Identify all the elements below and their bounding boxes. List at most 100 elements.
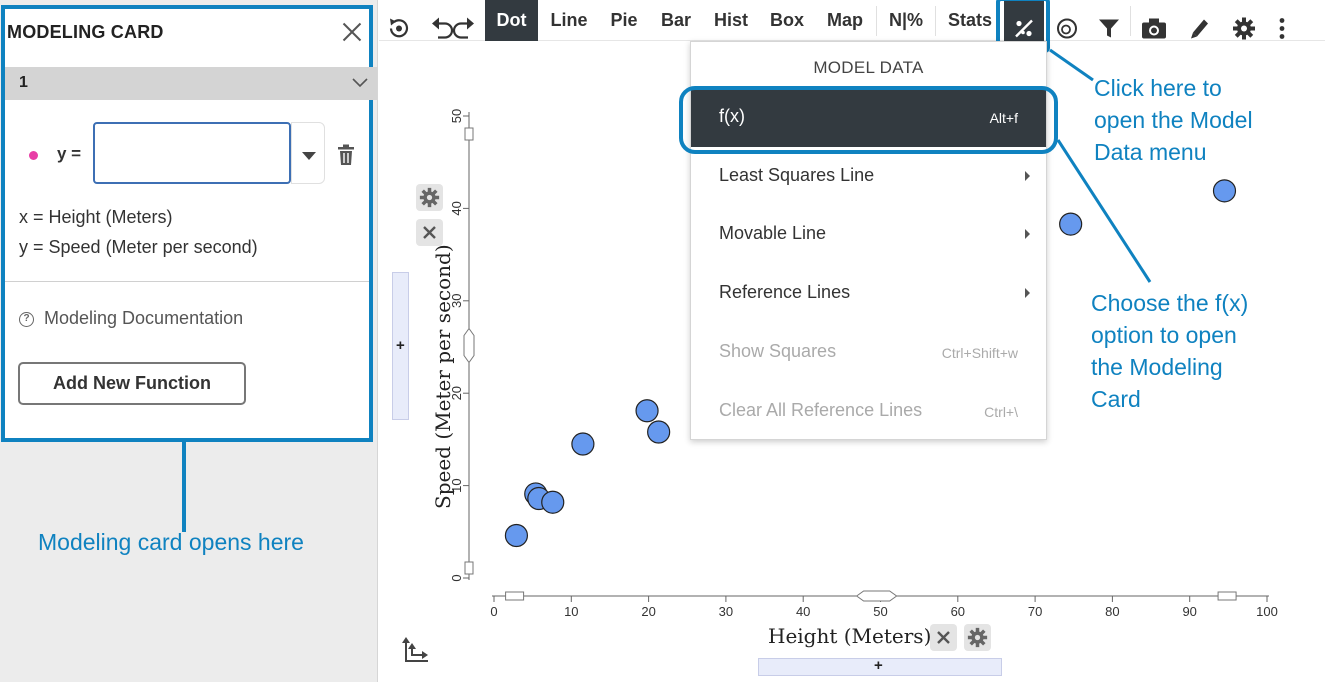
y-min-handle (464, 561, 474, 575)
camera-icon[interactable] (1141, 8, 1167, 49)
x-axis-add-attribute[interactable]: + (758, 657, 1002, 676)
menu-item-shortcut: Ctrl+Shift+w (941, 345, 1018, 361)
tab-box[interactable]: Box (769, 10, 804, 30)
trash-icon[interactable] (335, 143, 357, 167)
menu-item-label: Movable Line (719, 223, 827, 243)
gear-icon (967, 627, 988, 648)
y-tick-label: 0 (449, 574, 464, 581)
x-tick-label: 50 (873, 604, 887, 619)
undo-icon[interactable] (430, 7, 456, 48)
y-equals-label: y = (57, 144, 82, 163)
graph-area[interactable]: 0 10 20 30 40 50 0 10 20 30 40 50 60 70 80 90 100 (379, 42, 1325, 682)
swap-axes-icon[interactable] (400, 635, 432, 667)
tab-hist[interactable]: Hist (713, 10, 748, 30)
menu-item-movable-line[interactable]: Movable Line (691, 206, 1046, 264)
tab-map[interactable]: Map (827, 10, 863, 30)
card-title: MODELING CARD (7, 22, 164, 42)
menu-item-label: Least Squares Line (719, 165, 875, 185)
rings-icon[interactable] (1055, 8, 1079, 49)
y-tick-label: 30 (449, 294, 464, 308)
model-callout-line-1: Click here to (1094, 75, 1222, 101)
tab-dot[interactable]: Dot (485, 0, 538, 41)
model-data-button[interactable] (1004, 0, 1044, 41)
pen-icon[interactable] (1187, 8, 1211, 49)
more-icon[interactable] (1272, 8, 1292, 49)
redo-icon[interactable] (450, 7, 476, 48)
menu-item-show-squares: Show Squares Ctrl+Shift+w (691, 324, 1046, 382)
fx-callout-line-3: the Modeling (1091, 354, 1223, 380)
x-min-handle (505, 591, 525, 601)
model-data-icon[interactable] (1012, 8, 1036, 49)
data-point (504, 523, 529, 548)
menu-item-label: Reference Lines (719, 282, 851, 302)
plus-icon: + (874, 657, 883, 674)
y-axis-remove-button[interactable] (416, 219, 443, 246)
menu-title: MODEL DATA (813, 58, 924, 77)
fx-callout-line-1: Choose the f(x) (1091, 290, 1249, 316)
tab-line[interactable]: Line (550, 10, 588, 30)
reset-icon[interactable] (386, 8, 412, 49)
x-axis-settings-button[interactable] (964, 624, 991, 651)
menu-item-shortcut: Ctrl+\ (984, 404, 1018, 420)
close-icon (423, 226, 436, 239)
x-tick-label: 80 (1105, 604, 1119, 619)
function-dropdown-button[interactable] (291, 122, 325, 184)
card-header: MODELING CARD (5, 9, 369, 63)
menu-item-reference-lines[interactable]: Reference Lines (691, 265, 1046, 323)
menu-item-label: Show Squares (719, 341, 837, 361)
x-tick-label: 0 (490, 604, 497, 619)
data-points (504, 179, 1237, 548)
modeling-card: MODELING CARD 1 y = (1, 5, 377, 442)
menu-item-clear-reference-lines: Clear All Reference Lines Ctrl+\ (691, 383, 1046, 441)
model-callout-line-2: open the Model (1094, 107, 1253, 133)
y-max-handle (464, 127, 474, 141)
chevron-down-icon[interactable] (351, 73, 369, 91)
gear-icon[interactable] (1232, 8, 1256, 49)
fx-callout-line-2: option to open (1091, 322, 1237, 348)
fx-highlight (679, 86, 1058, 154)
y-axis-settings-button[interactable] (416, 184, 443, 211)
x-variable-label: x = Height (Meters) (19, 207, 173, 227)
model-data-menu: MODEL DATA f(x) Alt+f Least Squares Line… (690, 41, 1047, 440)
submenu-arrow-icon (1025, 229, 1030, 239)
y-axis-add-attribute[interactable]: + (392, 272, 409, 420)
tab-stats[interactable]: Stats (947, 10, 992, 30)
toolbar-separator (935, 6, 936, 36)
x-tick-label: 60 (951, 604, 965, 619)
x-axis-remove-button[interactable] (930, 624, 957, 651)
function-section-header[interactable]: 1 (5, 67, 377, 100)
submenu-arrow-icon (1025, 288, 1030, 298)
x-tick-label: 90 (1182, 604, 1196, 619)
menu-item-least-squares-line[interactable]: Least Squares Line (691, 148, 1046, 206)
menu-item-shortcut: Alt+f (989, 110, 1018, 126)
data-point (1059, 212, 1083, 236)
doc-link-label: Modeling Documentation (44, 308, 244, 328)
data-point (635, 399, 659, 423)
x-tick-label: 70 (1028, 604, 1042, 619)
y-tick-label: 10 (449, 478, 464, 492)
x-axis-title[interactable]: Height (Meters) (768, 624, 932, 648)
add-new-function-button[interactable]: Add New Function (18, 362, 246, 405)
filter-icon[interactable] (1097, 8, 1121, 49)
y-tick-label: 40 (449, 201, 464, 215)
card-callout-line (182, 442, 186, 532)
function-row: y = (5, 119, 369, 185)
data-point (571, 432, 595, 456)
data-point (541, 490, 565, 514)
menu-item-fx[interactable]: f(x) Alt+f (691, 89, 1046, 147)
x-tick-label: 100 (1256, 604, 1278, 619)
tab-bar[interactable]: Bar (660, 10, 691, 30)
section-label: 1 (19, 74, 28, 91)
tab-pie[interactable]: Pie (610, 10, 638, 30)
y-pan-handle (463, 327, 475, 364)
menu-item-label: Clear All Reference Lines (719, 400, 923, 420)
divider (5, 281, 369, 282)
function-color-dot (29, 151, 38, 160)
tab-n-percent[interactable]: N|% (888, 10, 924, 30)
close-icon[interactable] (339, 19, 365, 45)
data-point (1212, 179, 1237, 203)
function-input[interactable] (93, 122, 291, 184)
x-tick-label: 40 (796, 604, 810, 619)
y-axis-title[interactable]: Speed (Meter per second) (431, 244, 455, 509)
